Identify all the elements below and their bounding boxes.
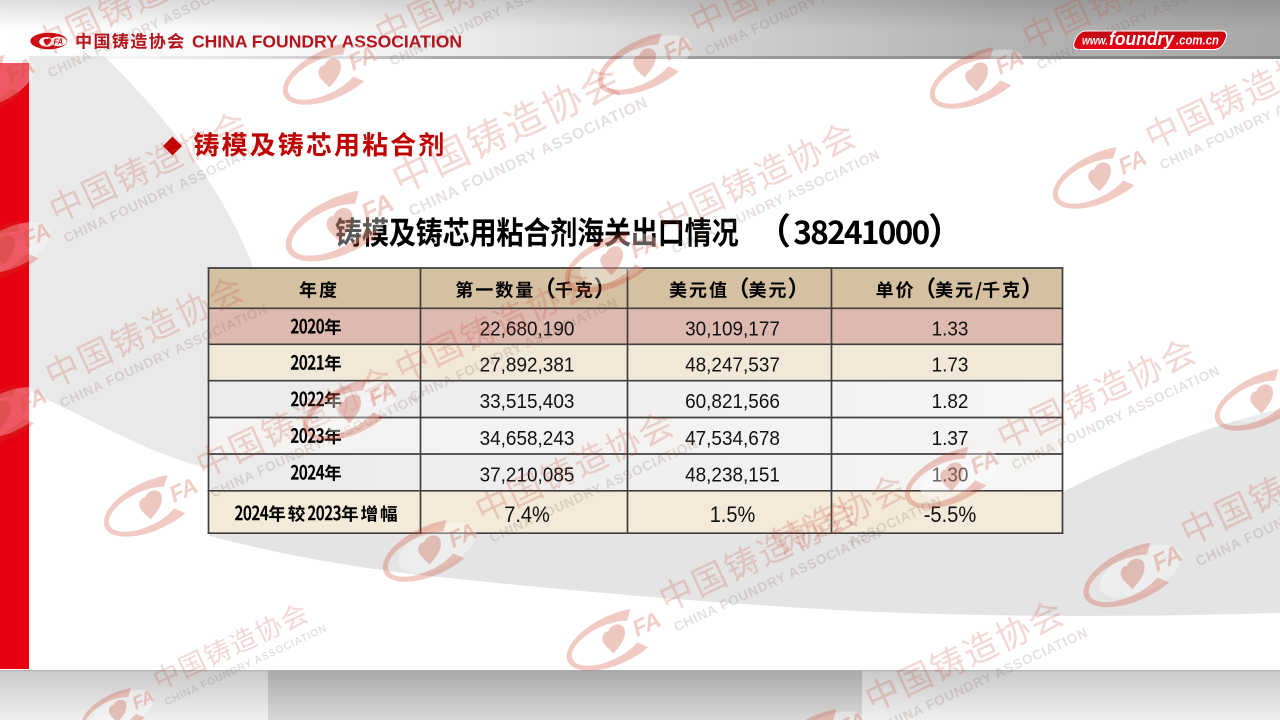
- svg-text:CHINA FOUNDRY ASSOCIATION: CHINA FOUNDRY ASSOCIATION: [192, 32, 462, 52]
- svg-text:48,238,151: 48,238,151: [685, 463, 780, 486]
- svg-text:.com.cn: .com.cn: [1176, 34, 1219, 48]
- svg-text:60,821,566: 60,821,566: [685, 390, 780, 413]
- svg-text:48,247,537: 48,247,537: [685, 354, 780, 377]
- svg-text:1.5%: 1.5%: [710, 502, 756, 527]
- svg-text:1.73: 1.73: [932, 354, 969, 377]
- svg-text:47,534,678: 47,534,678: [685, 427, 780, 450]
- svg-text:33,515,403: 33,515,403: [480, 390, 575, 413]
- svg-text:1.33: 1.33: [932, 317, 969, 340]
- svg-text:FA: FA: [54, 37, 64, 46]
- svg-text:foundry: foundry: [1109, 28, 1176, 49]
- svg-text:1.82: 1.82: [932, 390, 969, 413]
- svg-text:30,109,177: 30,109,177: [685, 317, 780, 340]
- svg-text:1.37: 1.37: [932, 427, 969, 450]
- svg-text:34,658,243: 34,658,243: [480, 427, 575, 450]
